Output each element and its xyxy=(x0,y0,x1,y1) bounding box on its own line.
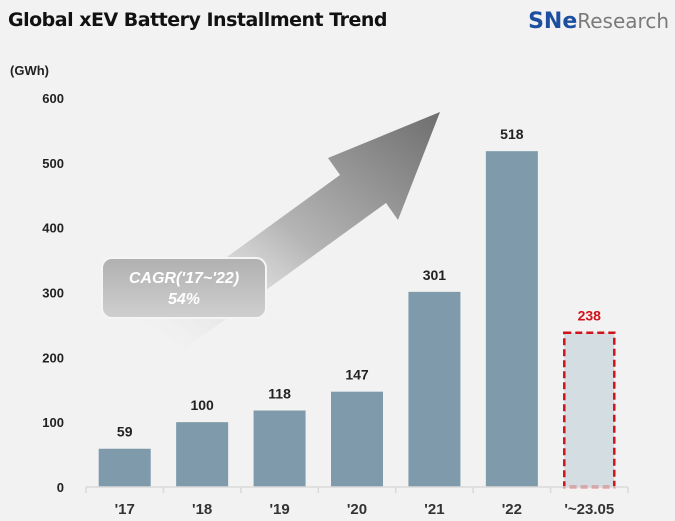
data-label: 238 xyxy=(578,308,602,324)
cagr-box xyxy=(101,257,267,319)
bar-'17 xyxy=(98,448,151,487)
sne-research-logo: SNeResearch xyxy=(528,9,669,34)
x-tick-label: '17 xyxy=(115,501,135,518)
bar-'20 xyxy=(331,391,383,487)
chart-title: Global xEV Battery Installment Trend xyxy=(8,9,388,31)
y-tick-label: 0 xyxy=(57,480,64,495)
y-tick-label: 100 xyxy=(42,415,64,430)
x-tick-label: '~23.05 xyxy=(564,501,614,518)
cagr-value: 54% xyxy=(168,291,200,308)
x-tick-label: '22 xyxy=(502,501,522,518)
x-tick-label: '19 xyxy=(269,501,289,518)
data-label: 100 xyxy=(190,397,214,413)
y-tick-label: 500 xyxy=(42,156,64,171)
bar-'21 xyxy=(408,291,461,487)
bar-'22 xyxy=(485,151,538,487)
data-label: 118 xyxy=(268,385,291,401)
bar-'18 xyxy=(176,422,229,487)
data-label: 518 xyxy=(500,126,524,142)
y-tick-label: 200 xyxy=(42,350,64,365)
data-label: 59 xyxy=(117,424,133,440)
x-tick-label: '21 xyxy=(424,501,444,518)
y-tick-label: 400 xyxy=(42,221,64,236)
cagr-label: CAGR('17~'22) xyxy=(129,270,239,287)
bar-'19 xyxy=(253,410,306,487)
y-tick-label: 300 xyxy=(42,286,64,301)
data-label: 147 xyxy=(345,367,369,383)
data-label: 301 xyxy=(423,267,447,283)
y-tick-label: 600 xyxy=(42,91,64,106)
y-axis-label: (GWh) xyxy=(10,63,49,78)
x-tick-label: '18 xyxy=(192,501,212,518)
bar-'~23.05 xyxy=(563,331,616,489)
x-tick-label: '20 xyxy=(347,501,367,518)
